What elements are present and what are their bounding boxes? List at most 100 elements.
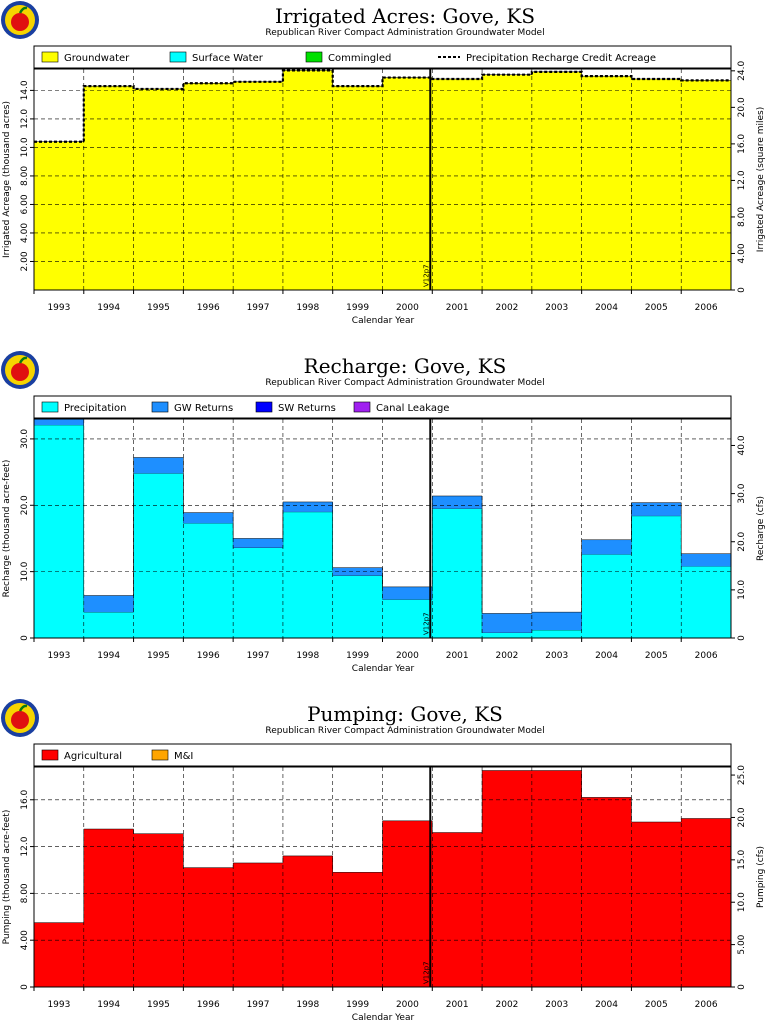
xtick-label-2004: 2004 <box>595 303 618 313</box>
legend-swatch-3 <box>305 51 323 63</box>
xtick-label-1996: 1996 <box>197 303 220 313</box>
ytick-label-4: 10.0 <box>20 137 30 157</box>
legend-swatch-2 <box>151 401 169 413</box>
xtick-label-1996: 1996 <box>197 651 220 661</box>
y-axis-label-right: Recharge (cfs) <box>756 496 766 561</box>
x-axis-label: Calendar Year <box>352 664 415 674</box>
xtick-label-2005: 2005 <box>645 303 668 313</box>
y-axis-label: Pumping (thousand acre-feet) <box>2 810 12 945</box>
y-axis-label-right: Pumping (cfs) <box>756 846 766 908</box>
series-area-groundwater <box>34 70 731 290</box>
logo-apple <box>11 363 29 381</box>
ytick-right-label-1: 4.00 <box>737 243 747 263</box>
chart-subtitle: Republican River Compact Administration … <box>265 28 544 38</box>
xtick-label-1998: 1998 <box>296 651 319 661</box>
ytick-right-label-3: 15.0 <box>737 850 747 870</box>
xtick-label-2005: 2005 <box>645 1000 668 1010</box>
ytick-right-label-2: 20.0 <box>737 531 747 551</box>
line-precip-credit <box>34 69 731 143</box>
ytick-right-label-3: 30.0 <box>737 483 747 503</box>
xtick-label-1995: 1995 <box>147 1000 170 1010</box>
ytick-right-label-1: 5.00 <box>737 934 747 954</box>
model-marker-label: V12p7 <box>422 264 430 287</box>
legend-box <box>33 743 732 767</box>
ytick-right-label-0: 0 <box>737 635 747 641</box>
xtick-label-2004: 2004 <box>595 1000 618 1010</box>
legend-swatch-1 <box>41 401 59 413</box>
ytick-right-label-0: 0 <box>737 984 747 990</box>
xtick-label-1994: 1994 <box>97 651 120 661</box>
ytick-label-4: 16.0 <box>20 789 30 809</box>
xtick-label-1997: 1997 <box>247 1000 270 1010</box>
logo-apple <box>11 711 29 729</box>
ytick-label-6: 14.0 <box>20 80 30 100</box>
ytick-right-label-2: 10.0 <box>737 892 747 912</box>
logo-apple <box>11 13 29 31</box>
legend-swatch-4 <box>353 401 371 413</box>
ytick-label-0: 0 <box>20 984 30 990</box>
xtick-label-2000: 2000 <box>396 303 419 313</box>
xtick-label-1995: 1995 <box>147 303 170 313</box>
xtick-label-1993: 1993 <box>47 303 70 313</box>
legend-swatch-1 <box>41 51 59 63</box>
xtick-label-1998: 1998 <box>296 303 319 313</box>
x-axis-label: Calendar Year <box>352 316 415 326</box>
legend-box <box>33 45 732 69</box>
ytick-label-3: 8.00 <box>20 166 30 186</box>
xtick-label-1999: 1999 <box>346 1000 369 1010</box>
xtick-label-2006: 2006 <box>695 1000 718 1010</box>
ytick-right-label-6: 24.0 <box>737 61 747 81</box>
legend-label-1: Agricultural <box>64 751 122 762</box>
logo-leaf <box>18 356 28 364</box>
legend-label-line: Precipitation Recharge Credit Acreage <box>466 53 656 64</box>
xtick-label-1999: 1999 <box>346 303 369 313</box>
xtick-label-1993: 1993 <box>47 651 70 661</box>
apple-logo-icon <box>1 351 39 389</box>
xtick-label-2003: 2003 <box>545 651 568 661</box>
legend-swatch-2 <box>169 51 187 63</box>
chart-subtitle: Republican River Compact Administration … <box>265 726 544 736</box>
ytick-label-3: 12.0 <box>20 836 30 856</box>
xtick-label-2000: 2000 <box>396 1000 419 1010</box>
legend-label-2: Surface Water <box>192 53 264 64</box>
ytick-right-label-1: 10.0 <box>737 580 747 600</box>
y-axis-label: Recharge (thousand acre-feet) <box>2 460 12 598</box>
xtick-label-2001: 2001 <box>446 651 469 661</box>
xtick-label-1997: 1997 <box>247 303 270 313</box>
legend-swatch-2 <box>151 749 169 761</box>
xtick-label-2003: 2003 <box>545 1000 568 1010</box>
chart-title: Irrigated Acres: Gove, KS <box>275 4 535 28</box>
legend-label-3: Commingled <box>328 53 391 64</box>
logo-leaf <box>18 704 28 712</box>
ytick-right-label-4: 16.0 <box>737 134 747 154</box>
ytick-label-0: 0 <box>20 635 30 641</box>
legend-swatch-3 <box>255 401 273 413</box>
ytick-label-1: 10.0 <box>20 561 30 581</box>
model-marker-label: V12p7 <box>422 612 430 635</box>
legend-swatch-1 <box>41 749 59 761</box>
ytick-label-5: 12.0 <box>20 109 30 129</box>
ytick-label-3: 30.0 <box>20 429 30 449</box>
logo-leaf <box>18 6 28 14</box>
chart-subtitle: Republican River Compact Administration … <box>265 378 544 388</box>
legend-label-4: Canal Leakage <box>376 403 449 414</box>
model-marker-label: V12p7 <box>422 961 430 984</box>
xtick-label-1995: 1995 <box>147 651 170 661</box>
xtick-label-1993: 1993 <box>47 1000 70 1010</box>
xtick-label-2002: 2002 <box>496 1000 519 1010</box>
xtick-label-2005: 2005 <box>645 651 668 661</box>
ytick-right-label-2: 8.00 <box>737 207 747 227</box>
legend-label-2: M&I <box>174 751 193 762</box>
xtick-label-2003: 2003 <box>545 303 568 313</box>
xtick-label-2001: 2001 <box>446 303 469 313</box>
legend-label-1: Groundwater <box>64 53 130 64</box>
series-area-precipitation <box>34 424 731 638</box>
xtick-label-2004: 2004 <box>595 651 618 661</box>
ytick-right-label-3: 12.0 <box>737 170 747 190</box>
ytick-right-label-4: 40.0 <box>737 435 747 455</box>
ytick-right-label-4: 20.0 <box>737 807 747 827</box>
ytick-right-label-0: 0 <box>737 287 747 293</box>
